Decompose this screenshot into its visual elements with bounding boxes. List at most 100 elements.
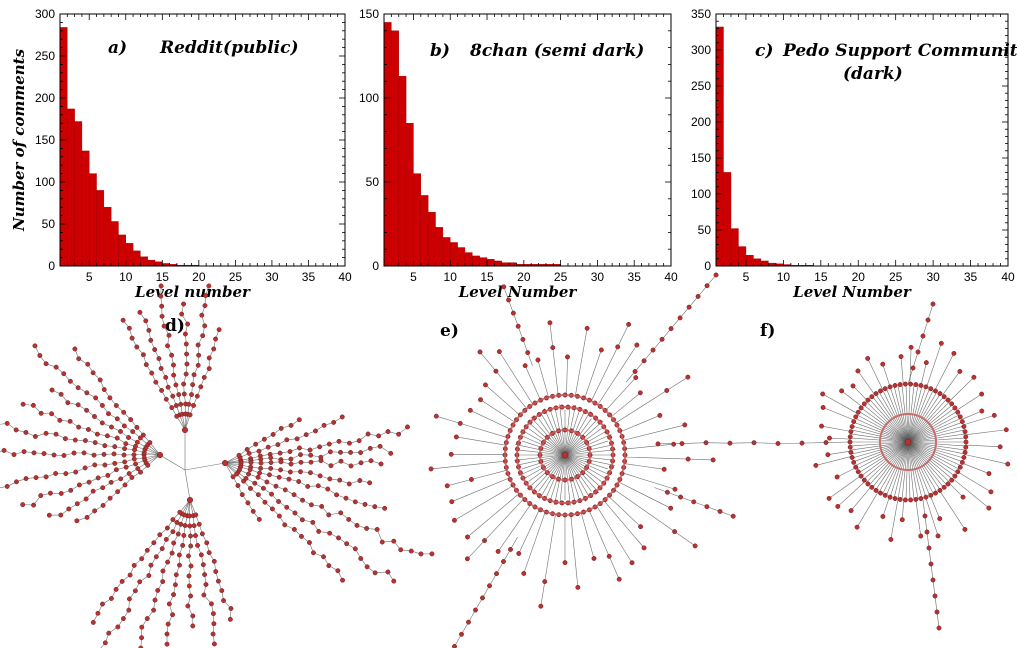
y-tick-label: 0 (372, 259, 379, 273)
network-node (123, 441, 129, 447)
bar (74, 121, 83, 267)
network-edge (907, 441, 934, 495)
network-node (892, 496, 898, 501)
network-edge (618, 481, 671, 509)
network-node (516, 551, 522, 556)
network-8chan (428, 272, 736, 648)
network-node (561, 451, 569, 459)
network-node (918, 496, 924, 501)
network-node (444, 483, 450, 489)
network-node (880, 514, 886, 519)
network-edge (922, 319, 929, 337)
network-node (90, 619, 96, 625)
network-edge (942, 371, 961, 396)
network-node (126, 471, 132, 476)
network-edge (564, 454, 602, 482)
network-node (855, 469, 861, 475)
network-node (865, 356, 871, 361)
network-edge (828, 475, 861, 499)
network-node (339, 414, 345, 420)
network-node (276, 499, 282, 504)
network-edge (485, 384, 521, 416)
x-axis-title: Level Number (792, 283, 912, 301)
network-node (296, 417, 302, 423)
network-edge (885, 388, 909, 443)
network-node (68, 487, 74, 493)
network-node (114, 435, 120, 441)
network-node (358, 460, 364, 466)
network-node (598, 347, 604, 353)
network-edge (932, 579, 936, 597)
network-node (971, 374, 977, 380)
network-edge (841, 390, 863, 407)
bar (508, 262, 517, 267)
network-node (273, 483, 279, 489)
network-edge (666, 376, 689, 391)
bar (435, 227, 444, 267)
network-node (453, 434, 459, 440)
x-tick-label: 15 (814, 270, 828, 284)
network-node (317, 473, 323, 479)
bar (125, 243, 134, 267)
y-tick-label: 200 (35, 91, 55, 105)
network-node (902, 381, 908, 387)
network-node (839, 388, 845, 394)
network-edge (957, 471, 992, 493)
network-edge (471, 469, 508, 480)
network-node (337, 477, 343, 483)
network-edge (825, 441, 851, 443)
bar (118, 234, 126, 267)
network-edge (934, 595, 938, 613)
network-node (315, 483, 321, 489)
x-tick-label: 40 (338, 270, 352, 284)
network-edge (907, 367, 914, 385)
network-edge (674, 531, 696, 547)
network-node (321, 422, 327, 428)
network-node (671, 441, 677, 447)
histogram-8chan: 5 10 15 20 25 30 35 40 0 50 100 150 Level Number b) 8c… (359, 7, 678, 301)
network-node (278, 459, 284, 465)
network-node (962, 449, 968, 455)
network-edge (681, 442, 707, 444)
network-node (898, 354, 904, 360)
network-node (216, 327, 222, 333)
network-edge (907, 389, 934, 443)
panel-title: Reddit(public) (159, 38, 299, 58)
network-edge (584, 349, 602, 399)
network-edge (930, 563, 934, 581)
network-edge (853, 421, 909, 443)
network-node (820, 405, 826, 410)
x-tick-label: 15 (480, 270, 494, 284)
network-edge (575, 328, 588, 396)
network-node (923, 360, 929, 366)
network-node (300, 497, 305, 503)
network-edge (907, 391, 938, 443)
network-node (538, 603, 544, 609)
network-edge (596, 505, 633, 563)
network-edge (948, 482, 964, 498)
network-node (303, 432, 309, 438)
network-node (275, 442, 281, 448)
network-node (181, 426, 189, 434)
bar (383, 22, 392, 267)
network-edge (617, 324, 629, 347)
network-edge (100, 642, 106, 648)
network-edge (893, 385, 909, 443)
plot-frame (715, 13, 1009, 267)
network-node (100, 485, 106, 491)
network-node (239, 492, 245, 498)
network-edge (853, 441, 909, 463)
network-node (988, 489, 994, 495)
network-node (83, 496, 89, 502)
bar (103, 206, 112, 267)
network-node (230, 474, 236, 480)
network-edge (605, 377, 637, 411)
network-edge (431, 460, 506, 470)
x-tick-label: 35 (302, 270, 316, 284)
x-tick-label: 15 (156, 270, 170, 284)
network-edge (926, 531, 930, 549)
network-edge (900, 356, 904, 385)
bar (457, 247, 466, 267)
network-node (937, 487, 943, 493)
network-edge (934, 353, 955, 391)
